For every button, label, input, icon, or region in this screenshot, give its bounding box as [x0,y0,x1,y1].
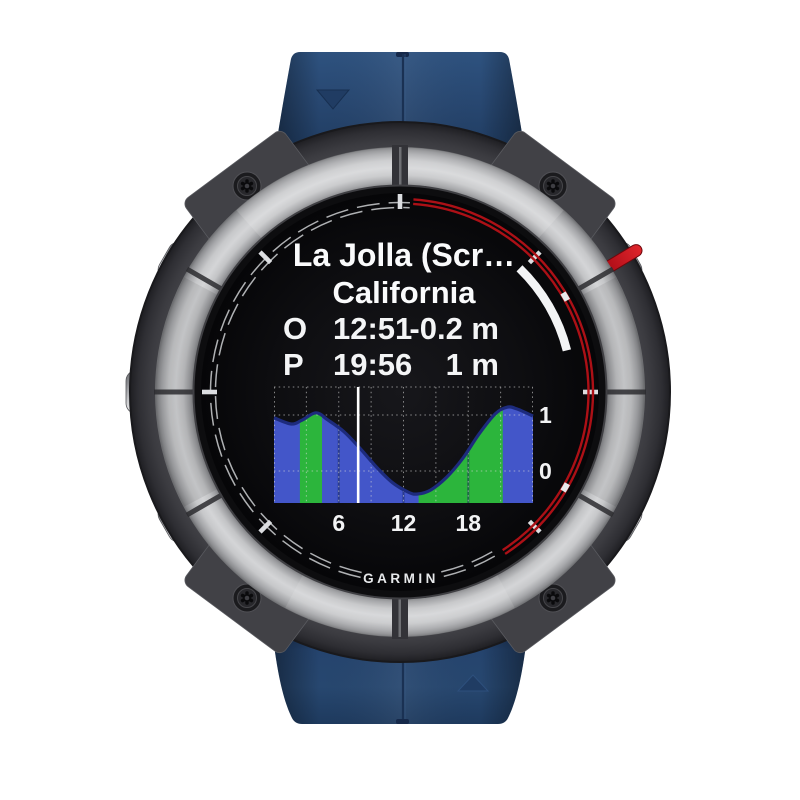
region-name: California [333,275,477,310]
bezel-inner-edge [192,184,608,600]
red-scale-arc [413,202,590,552]
screw-icon [538,583,568,613]
tide-row-height: 1 m [446,347,499,382]
dial-tick [527,250,542,265]
red-scale-minor-tick [560,482,570,493]
screw-icon [232,171,262,201]
screw-icon [538,171,568,201]
station-name: La Jolla (Scr… [293,237,515,273]
tide-row-time: 19:56 [333,347,412,382]
x-tick-label: 18 [455,510,481,536]
chart-grid [274,386,533,503]
x-tick-label: 12 [391,510,417,536]
red-scale-minor-tick [560,291,570,302]
y-tick-label: 0 [539,458,552,484]
dial-gap-ring [194,186,606,598]
tide-curve [273,405,534,496]
dial-tick [258,519,273,534]
strap-bottom-notch [396,719,409,724]
y-tick-label: 1 [539,402,552,428]
tide-row-label: O [283,311,307,346]
tide-row-height: -0.2 m [409,311,499,346]
case-screws [232,171,568,613]
dial-dashed-ring [439,555,496,579]
tide-row-time: 12:51 [333,311,412,346]
gauge-arc [516,265,572,352]
dial-decorations [202,194,598,579]
garmin-logo: GARMIN [363,571,439,586]
dial-dashed-ring [438,551,493,574]
tide-row-high: P 19:56 1 m [283,347,499,382]
tide-row-low: O 12:51 -0.2 m [283,311,499,346]
dial-tick [258,250,273,265]
dial-tick [527,519,542,534]
triangle-up-icon [456,674,490,692]
tide-row-label: P [283,347,304,382]
tide-area-daylight [299,406,323,503]
triangle-down-icon [315,89,351,110]
red-scale-arc [413,198,595,555]
screw-icon [232,583,262,613]
x-tick-label: 6 [332,510,345,536]
